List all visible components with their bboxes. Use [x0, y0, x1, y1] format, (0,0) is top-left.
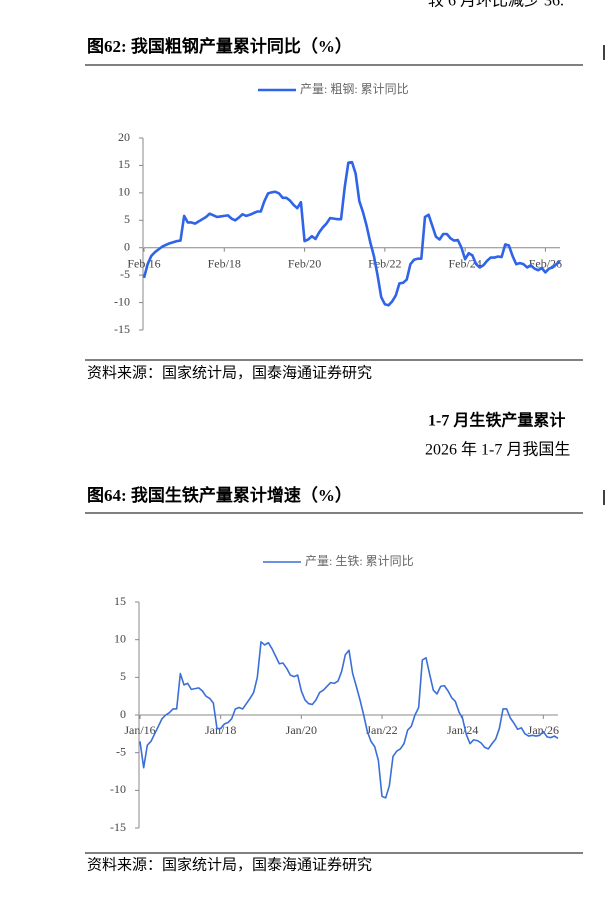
y-tick-label: 20 — [118, 130, 130, 144]
legend-label: 产量: 粗钢: 累计同比 — [300, 82, 409, 96]
x-tick-label: Jan/18 — [205, 723, 236, 737]
section-body: 2026 年 1-7 月我国生 — [425, 441, 570, 459]
series-line — [139, 641, 559, 799]
x-tick-label: Feb/16 — [127, 256, 160, 270]
x-tick-label: Feb/18 — [208, 256, 241, 270]
y-tick-label: 0 — [120, 707, 126, 721]
y-tick-label: 15 — [114, 594, 126, 608]
y-tick-label: -5 — [116, 744, 126, 758]
x-tick-label: Jan/24 — [447, 723, 478, 737]
section-heading: 1-7 月生铁产量累计 — [428, 411, 565, 430]
x-tick-label: Jan/16 — [124, 723, 155, 737]
y-tick-label: 15 — [118, 157, 130, 171]
y-tick-label: 10 — [118, 185, 130, 199]
source-note: 资料来源：国家统计局，国泰海通证券研究 — [87, 856, 372, 873]
y-tick-label: -15 — [110, 820, 126, 834]
y-tick-label: -15 — [114, 322, 130, 336]
source-note: 资料来源：国家统计局，国泰海通证券研究 — [87, 364, 372, 381]
legend-label: 产量: 生铁: 累计同比 — [305, 554, 414, 568]
y-tick-label: 5 — [124, 212, 130, 226]
x-tick-label: Feb/20 — [288, 256, 321, 270]
figure-title: 图62: 我国粗钢产量累计同比（%） — [87, 36, 352, 56]
y-tick-label: -5 — [120, 267, 130, 281]
x-tick-label: Jan/26 — [528, 723, 559, 737]
y-tick-label: -10 — [114, 294, 130, 308]
figure-title: 图64: 我国生铁产量累计增速（%） — [87, 485, 352, 505]
x-tick-label: Jan/22 — [366, 723, 397, 737]
series-line — [142, 160, 561, 307]
x-tick-label: Jan/20 — [286, 723, 317, 737]
top-line: 较 6 月环比减少 36. — [428, 0, 564, 10]
y-tick-label: 10 — [114, 631, 126, 645]
y-tick-label: -10 — [110, 782, 126, 796]
y-tick-label: 5 — [120, 669, 126, 683]
y-tick-label: 0 — [124, 239, 130, 253]
